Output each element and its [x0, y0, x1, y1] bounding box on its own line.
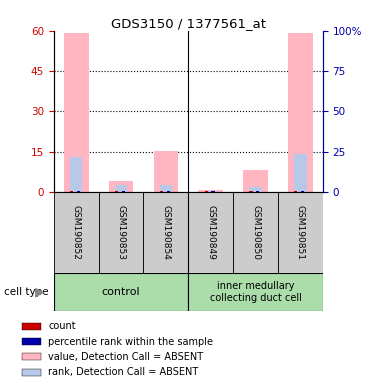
Bar: [233, 192, 278, 273]
Bar: [188, 192, 233, 273]
Bar: [70, 191, 73, 192]
Bar: [54, 192, 99, 273]
Text: cell type: cell type: [4, 287, 48, 297]
Bar: [99, 192, 144, 273]
Bar: [301, 191, 304, 192]
Text: percentile rank within the sample: percentile rank within the sample: [48, 336, 213, 346]
Text: inner medullary
collecting duct cell: inner medullary collecting duct cell: [210, 281, 302, 303]
Bar: [160, 185, 172, 192]
Text: GSM190854: GSM190854: [161, 205, 170, 260]
Bar: [211, 191, 214, 192]
Text: GSM190850: GSM190850: [251, 205, 260, 260]
Bar: [115, 191, 118, 192]
Bar: [188, 273, 323, 311]
Text: control: control: [102, 287, 140, 297]
Bar: [109, 181, 133, 192]
Bar: [205, 191, 208, 192]
Bar: [294, 191, 298, 192]
Text: count: count: [48, 321, 76, 331]
Bar: [249, 191, 253, 192]
Bar: [122, 191, 125, 192]
Bar: [160, 191, 163, 192]
Text: GSM190849: GSM190849: [206, 205, 215, 260]
Bar: [278, 192, 323, 273]
Bar: [256, 191, 259, 192]
Bar: [70, 157, 82, 192]
Bar: [22, 338, 41, 345]
Bar: [115, 185, 127, 192]
Bar: [22, 323, 41, 330]
Bar: [198, 190, 223, 192]
Bar: [22, 353, 41, 361]
Text: GSM190852: GSM190852: [72, 205, 81, 260]
Bar: [54, 273, 188, 311]
Bar: [144, 192, 188, 273]
Bar: [294, 154, 306, 192]
Title: GDS3150 / 1377561_at: GDS3150 / 1377561_at: [111, 17, 266, 30]
Text: value, Detection Call = ABSENT: value, Detection Call = ABSENT: [48, 352, 203, 362]
Bar: [64, 33, 89, 192]
Bar: [22, 369, 41, 376]
Bar: [77, 191, 80, 192]
Bar: [249, 187, 262, 192]
Bar: [288, 33, 313, 192]
Text: GSM190851: GSM190851: [296, 205, 305, 260]
Bar: [154, 151, 178, 192]
Text: rank, Detection Call = ABSENT: rank, Detection Call = ABSENT: [48, 367, 198, 377]
Bar: [204, 191, 217, 192]
Bar: [167, 191, 170, 192]
Text: GSM190853: GSM190853: [116, 205, 125, 260]
Text: ▶: ▶: [35, 285, 45, 298]
Bar: [243, 170, 268, 192]
